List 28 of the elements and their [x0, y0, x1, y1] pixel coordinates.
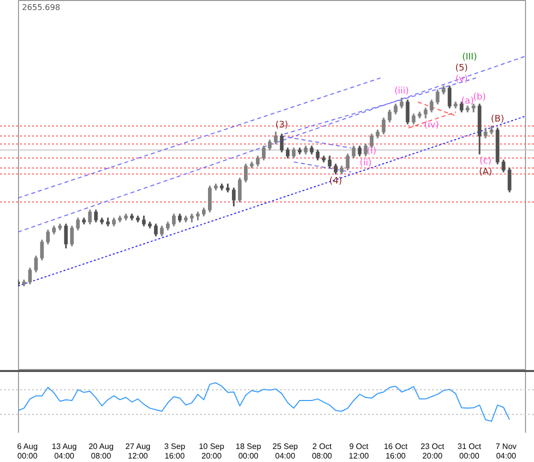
- x-tick-label: 27 Aug 12:00: [125, 442, 150, 460]
- x-tick-label: 31 Oct 00:00: [457, 442, 482, 460]
- x-tick-label: 20 Aug 08:00: [88, 442, 114, 460]
- annotation: (ii): [360, 158, 372, 168]
- annotation: (b): [473, 92, 486, 102]
- annotation: (5): [455, 63, 468, 74]
- annotation: (c): [480, 156, 492, 166]
- annotation: (A): [478, 167, 492, 178]
- annotation: (B): [490, 114, 504, 124]
- x-tick-label: 13 Aug 04:00: [52, 442, 77, 460]
- x-tick-label: 2 Oct 08:00: [312, 442, 333, 460]
- x-tick-label: 25 Sep 04:00: [272, 442, 298, 460]
- x-tick-label: 16 Oct 16:00: [384, 442, 408, 460]
- x-tick-label: 23 Oct 20:00: [420, 442, 446, 460]
- x-tick-label: 6 Aug 00:00: [17, 442, 38, 460]
- x-tick-label: 9 Oct 12:00: [348, 442, 370, 460]
- text: 2655.698: [22, 3, 60, 12]
- x-tick-label: 18 Sep 00:00: [236, 442, 262, 460]
- x-tick-label: 3 Sep 16:00: [164, 442, 186, 460]
- annotation: (iv): [424, 120, 440, 130]
- annotation: (i): [366, 146, 376, 156]
- annotation: (4): [329, 176, 342, 186]
- x-tick-label: 7 Nov 04:00: [496, 442, 517, 460]
- annotation: (a): [461, 96, 474, 106]
- annotation: (III): [462, 52, 478, 62]
- annotation: (3): [275, 120, 288, 130]
- x-tick-label: 10 Sep 20:00: [198, 442, 225, 460]
- annotation: (iii): [394, 86, 409, 96]
